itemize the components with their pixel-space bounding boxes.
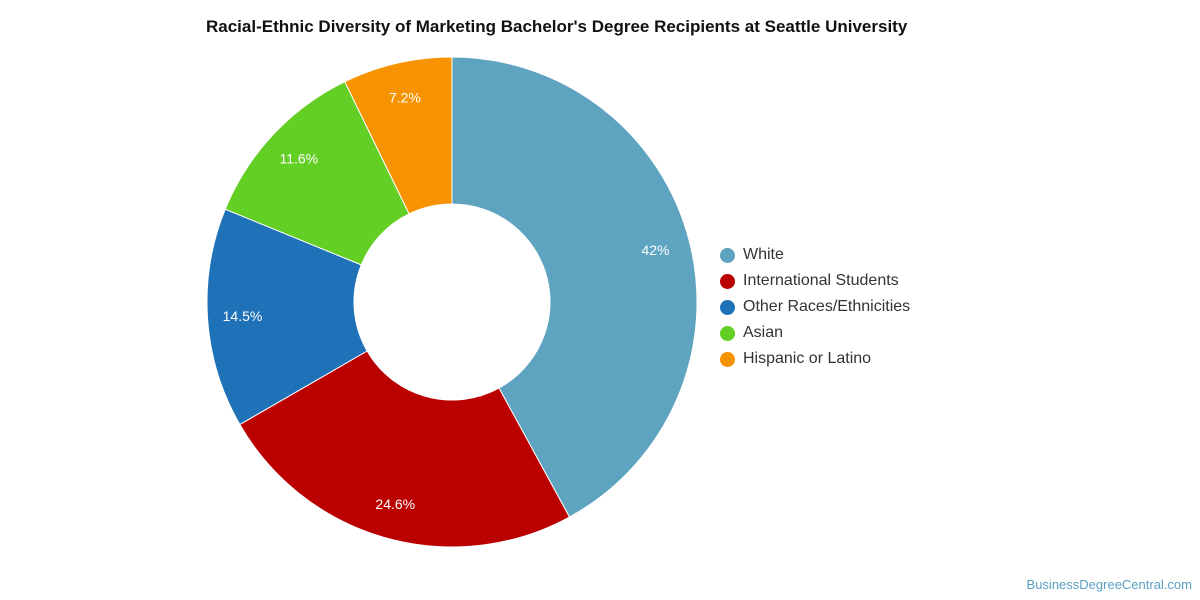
chart-legend: White International Students Other Races/E…: [720, 242, 910, 372]
watermark-link[interactable]: BusinessDegreeCentral.com: [1026, 577, 1192, 592]
legend-item[interactable]: International Students: [720, 268, 910, 294]
legend-swatch: [720, 247, 735, 263]
legend-item[interactable]: Asian: [720, 320, 910, 346]
legend-item[interactable]: White: [720, 242, 910, 268]
slice-data-label: 7.2%: [389, 89, 421, 105]
legend-label: Other Races/Ethnicities: [743, 298, 911, 315]
donut-slice-international-students: [239, 350, 571, 548]
slice-data-label: 11.6%: [279, 150, 318, 166]
donut-slice-white: [451, 56, 698, 518]
donut-slice-hispanic-or-latino: [344, 56, 453, 215]
slice-data-label: 14.5%: [223, 308, 263, 324]
legend-swatch: [720, 325, 735, 341]
legend-label: Asian: [743, 324, 784, 341]
legend-swatch: [720, 351, 735, 367]
chart-title: Racial-Ethnic Diversity of Marketing Bac…: [206, 17, 908, 36]
legend-item[interactable]: Hispanic or Latino: [720, 346, 910, 372]
donut-slice-asian: [224, 81, 410, 266]
legend-swatch: [720, 299, 735, 315]
legend-label: Hispanic or Latino: [743, 350, 872, 367]
slice-data-label: 42%: [641, 242, 669, 258]
slice-data-label: 24.6%: [375, 496, 415, 512]
legend-label: White: [743, 246, 784, 263]
donut-slice-other-races-ethnicities: [206, 208, 368, 426]
legend-label: International Students: [743, 272, 899, 289]
legend-item[interactable]: Other Races/Ethnicities: [720, 294, 910, 320]
legend-swatch: [720, 273, 735, 289]
